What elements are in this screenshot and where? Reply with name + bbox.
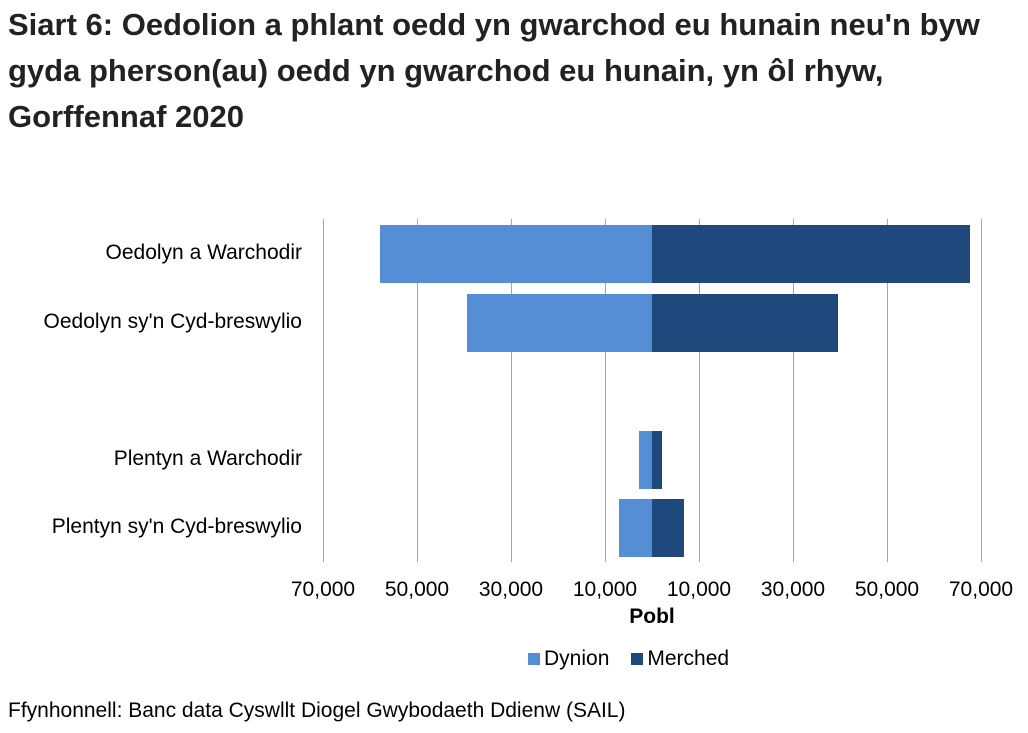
x-tick-label: 30,000 bbox=[478, 578, 544, 601]
bar-dynion bbox=[638, 431, 652, 489]
gridline bbox=[323, 219, 324, 562]
gridline bbox=[605, 219, 606, 562]
plot-area bbox=[323, 219, 982, 562]
legend-swatch-merched bbox=[631, 653, 644, 665]
bar-dynion bbox=[379, 225, 652, 283]
chart-title: Siart 6: Oedolion a phlant oedd yn gwarc… bbox=[8, 7, 980, 134]
x-tick-label: 10,000 bbox=[666, 578, 732, 601]
x-tick-label: 50,000 bbox=[384, 578, 450, 601]
gridline bbox=[887, 219, 888, 562]
x-tick-label: 70,000 bbox=[290, 578, 356, 601]
bar-merched bbox=[652, 499, 684, 557]
gridline bbox=[793, 219, 794, 562]
x-tick-label: 30,000 bbox=[760, 578, 826, 601]
legend-item-dynion: Dynion bbox=[528, 647, 609, 671]
gridline bbox=[511, 219, 512, 562]
category-label: Oedolyn a Warchodir bbox=[105, 241, 302, 264]
x-tick-label: 10,000 bbox=[572, 578, 638, 601]
bar-merched bbox=[652, 294, 839, 352]
gridline bbox=[981, 219, 982, 562]
bar-merched bbox=[652, 431, 662, 489]
gridline bbox=[699, 219, 700, 562]
legend-swatch-dynion bbox=[528, 653, 540, 665]
bar-dynion bbox=[619, 499, 652, 557]
category-label: Plentyn sy'n Cyd-breswylio bbox=[51, 515, 302, 538]
x-tick-label: 50,000 bbox=[854, 578, 920, 601]
x-axis-title: Pobl bbox=[629, 605, 675, 628]
legend: Dynion Merched bbox=[528, 647, 751, 671]
category-label: Oedolyn sy'n Cyd-breswylio bbox=[43, 310, 302, 333]
source-note: Ffynhonnell: Banc data Cyswllt Diogel Gw… bbox=[8, 699, 626, 722]
bar-dynion bbox=[466, 294, 652, 352]
legend-label-dynion: Dynion bbox=[544, 647, 610, 670]
bar-merched bbox=[652, 225, 971, 283]
gridline bbox=[417, 219, 418, 562]
legend-item-merched: Merched bbox=[631, 647, 729, 671]
category-label: Plentyn a Warchodir bbox=[113, 447, 302, 470]
x-tick-label: 70,000 bbox=[948, 578, 1014, 601]
legend-label-merched: Merched bbox=[647, 647, 730, 670]
